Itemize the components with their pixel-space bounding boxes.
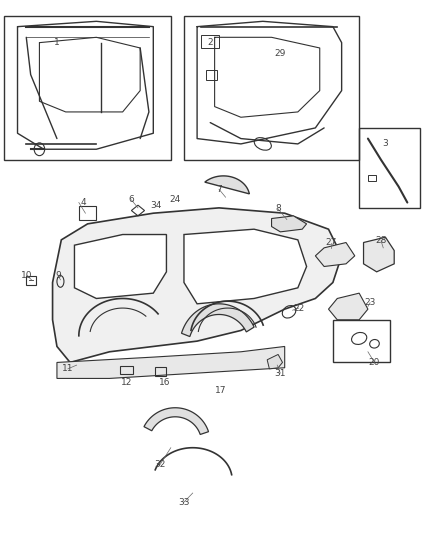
Polygon shape	[184, 229, 307, 304]
Text: 22: 22	[293, 304, 304, 312]
Text: 16: 16	[159, 378, 170, 386]
Text: 10: 10	[21, 271, 33, 280]
Text: 31: 31	[275, 369, 286, 377]
Text: 17: 17	[215, 386, 227, 394]
Text: 24: 24	[170, 196, 181, 204]
Text: 1: 1	[54, 38, 60, 47]
Polygon shape	[328, 293, 368, 320]
Polygon shape	[267, 354, 283, 369]
Polygon shape	[144, 408, 208, 434]
Text: 8: 8	[275, 205, 281, 213]
Polygon shape	[364, 237, 394, 272]
Text: 12: 12	[120, 378, 132, 386]
Bar	[79, 206, 96, 220]
Text: 9: 9	[55, 271, 61, 280]
Text: 32: 32	[154, 461, 166, 469]
Text: 27: 27	[325, 238, 336, 247]
Bar	[359, 128, 420, 208]
Text: 29: 29	[275, 49, 286, 58]
Polygon shape	[74, 235, 166, 298]
Bar	[155, 367, 166, 376]
Polygon shape	[315, 243, 355, 266]
Text: 6: 6	[128, 196, 134, 204]
Bar	[333, 320, 390, 362]
Bar	[184, 16, 359, 160]
Bar	[120, 366, 133, 374]
Text: 2: 2	[208, 38, 213, 47]
Text: 3: 3	[382, 140, 389, 148]
Text: 20: 20	[369, 358, 380, 367]
Text: 23: 23	[364, 298, 376, 307]
Polygon shape	[181, 304, 254, 336]
Polygon shape	[205, 176, 249, 194]
Text: 7: 7	[216, 185, 222, 193]
Text: 11: 11	[62, 365, 74, 373]
Polygon shape	[57, 346, 285, 378]
Polygon shape	[272, 216, 307, 232]
Text: 4: 4	[81, 198, 86, 207]
Polygon shape	[53, 208, 342, 362]
Text: 28: 28	[375, 237, 387, 245]
Bar	[4, 16, 171, 160]
Bar	[26, 276, 36, 285]
Text: 33: 33	[178, 498, 190, 506]
Bar	[206, 70, 217, 80]
Bar	[201, 35, 219, 48]
Bar	[368, 175, 376, 181]
Text: 34: 34	[150, 201, 161, 209]
